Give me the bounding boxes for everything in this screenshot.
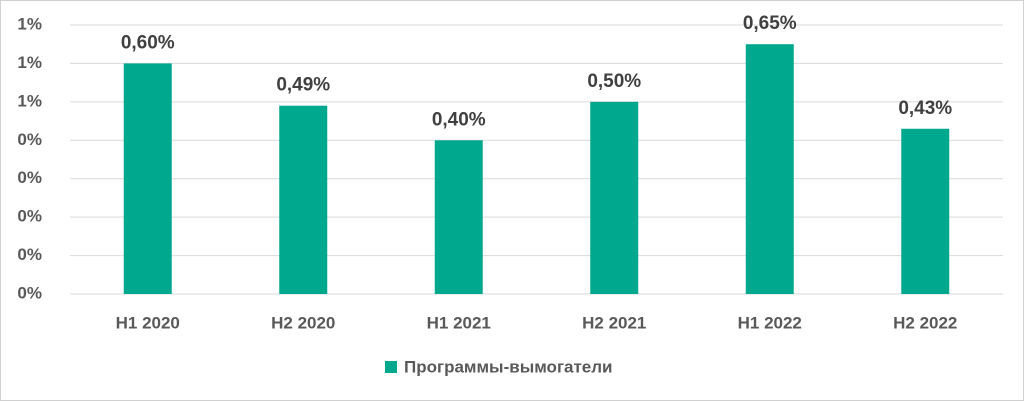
data-label: 0,43% <box>898 98 952 119</box>
y-tick-label: 0% <box>17 168 42 187</box>
bar <box>279 105 328 294</box>
x-tick-label: H1 2020 <box>116 313 180 332</box>
legend-swatch <box>385 361 397 373</box>
data-label: 0,65% <box>743 13 797 34</box>
data-label: 0,60% <box>121 32 175 53</box>
data-label: 0,50% <box>587 71 641 92</box>
y-tick-label: 1% <box>17 14 42 33</box>
bar <box>901 128 950 294</box>
y-tick-label: 1% <box>17 91 42 110</box>
y-tick-label: 0% <box>17 130 42 149</box>
x-tick-label: H2 2020 <box>271 313 335 332</box>
x-tick-label: H2 2022 <box>893 313 957 332</box>
bar <box>590 101 639 294</box>
bar <box>434 140 483 294</box>
x-tick-label: H1 2021 <box>427 313 491 332</box>
y-tick-label: 0% <box>17 245 42 264</box>
bar <box>745 44 794 294</box>
y-tick-label: 1% <box>17 53 42 72</box>
x-tick-label: H1 2022 <box>738 313 802 332</box>
data-label: 0,49% <box>276 75 330 96</box>
legend-label: Программы-вымогатели <box>404 357 613 376</box>
x-tick-label: H2 2021 <box>582 313 646 332</box>
y-tick-label: 0% <box>17 283 42 302</box>
data-label: 0,40% <box>432 109 486 130</box>
bar <box>123 63 172 294</box>
y-tick-label: 0% <box>17 207 42 226</box>
